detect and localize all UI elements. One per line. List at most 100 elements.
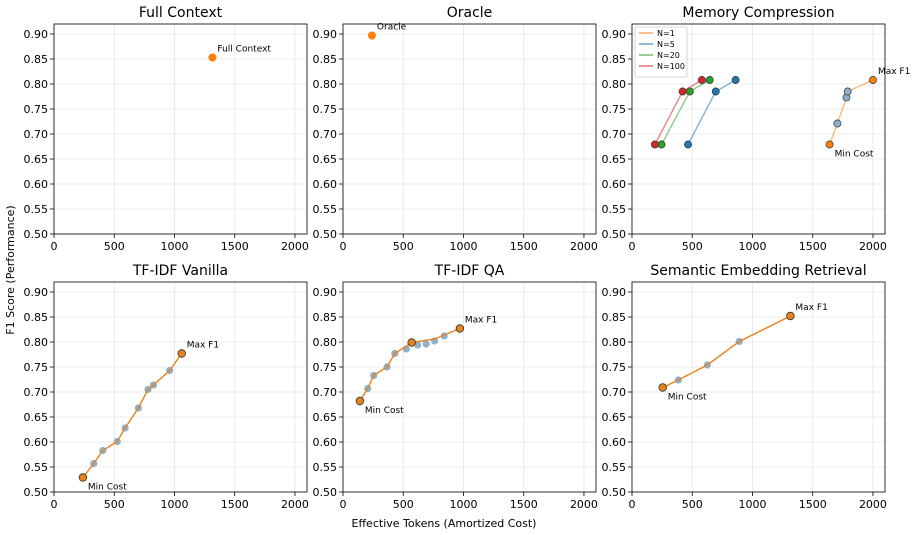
y-tick-label: 0.60 (313, 436, 338, 449)
y-tick-label: 0.70 (313, 128, 338, 141)
panel-title: Memory Compression (682, 5, 834, 21)
y-tick-label: 0.70 (24, 386, 49, 399)
y-tick-label: 0.85 (24, 53, 49, 66)
y-tick-label: 0.75 (313, 361, 338, 374)
axes-frame (342, 281, 597, 493)
annotation-label: Oracle (377, 23, 407, 33)
y-tick-label: 0.80 (313, 78, 338, 91)
frontier-point (78, 473, 88, 482)
x-tick-label: 0 (340, 498, 347, 511)
y-tick-label: 0.80 (24, 78, 49, 91)
x-tick-label: 1000 (738, 498, 766, 511)
frontier-point (658, 383, 667, 392)
y-tick-label: 0.50 (313, 228, 338, 241)
series-point (825, 140, 834, 149)
x-tick-label: 1000 (160, 498, 188, 511)
annotation-label: Min Cost (88, 483, 127, 493)
legend-label: N=5 (657, 40, 675, 49)
x-tick-label: 0 (51, 498, 58, 511)
axes-frame (631, 23, 886, 235)
panel-title: Full Context (139, 5, 223, 21)
data-point (208, 53, 217, 62)
y-tick-label: 0.75 (313, 103, 338, 116)
figure-xlabel: Effective Tokens (Amortized Cost) (352, 517, 537, 530)
y-tick-label: 0.75 (602, 361, 627, 374)
legend-label: N=20 (657, 51, 680, 60)
y-tick-label: 0.75 (602, 103, 627, 116)
frontier-point (786, 311, 795, 321)
y-tick-label: 0.55 (602, 461, 627, 474)
legend-box (634, 26, 688, 78)
y-tick-label: 0.70 (602, 386, 627, 399)
annotation-label: Min Cost (835, 150, 874, 160)
panel-6: Semantic Embedding Retrieval 0.50 0.55 0.60… (602, 263, 887, 511)
x-tick-label: 2000 (859, 240, 887, 253)
y-tick-label: 0.80 (313, 336, 338, 349)
y-tick-label: 0.80 (602, 336, 627, 349)
y-tick-label: 0.90 (602, 28, 627, 41)
y-tick-label: 0.55 (313, 461, 338, 474)
panel-3: Memory Compression 0.50 0.55 0.60 0.65 0.70 0.… (602, 5, 911, 253)
y-tick-label: 0.65 (313, 411, 338, 424)
panel-1: Full Context 0.50 0.55 0.60 0.65 0.70 0.75 0.80… (24, 5, 309, 253)
panel-title: TF-IDF Vanilla (132, 263, 228, 279)
panel-title: TF-IDF QA (434, 263, 505, 279)
x-tick-label: 1500 (221, 498, 249, 511)
y-tick-label: 0.85 (313, 311, 338, 324)
annotation-label: Max F1 (187, 341, 219, 351)
x-tick-label: 500 (682, 498, 703, 511)
legend-label: N=1 (657, 29, 675, 38)
annotation-label: Min Cost (365, 406, 404, 416)
frontier-line (82, 353, 183, 478)
y-tick-label: 0.65 (602, 153, 627, 166)
y-tick-label: 0.55 (602, 203, 627, 216)
y-tick-label: 0.50 (602, 486, 627, 499)
y-tick-label: 0.85 (313, 53, 338, 66)
x-tick-label: 500 (393, 498, 414, 511)
axes-frame (342, 23, 597, 235)
series-point (705, 76, 714, 84)
series-point (650, 140, 659, 149)
panel-4: TF-IDF Vanilla 0.50 0.55 0.60 0.65 0.70 0.75 0.… (24, 263, 309, 511)
x-tick-label: 500 (393, 240, 414, 253)
y-tick-label: 0.60 (313, 178, 338, 191)
y-tick-label: 0.70 (602, 128, 627, 141)
annotation-label: Max F1 (878, 67, 910, 77)
y-tick-label: 0.65 (24, 153, 49, 166)
cloud-point (422, 340, 430, 348)
x-tick-label: 2000 (570, 498, 598, 511)
y-tick-label: 0.55 (313, 203, 338, 216)
y-tick-label: 0.85 (602, 311, 627, 324)
panel-title: Oracle (447, 5, 493, 21)
axes-frame (631, 281, 886, 493)
y-tick-label: 0.70 (313, 386, 338, 399)
y-tick-label: 0.90 (24, 286, 49, 299)
x-tick-label: 0 (629, 498, 636, 511)
y-tick-label: 0.75 (24, 361, 49, 374)
series-point (869, 76, 877, 84)
axes-frame (53, 281, 308, 493)
cloud-point (414, 341, 422, 349)
y-tick-label: 0.85 (24, 311, 49, 324)
data-point (367, 31, 376, 40)
y-tick-label: 0.80 (24, 336, 49, 349)
y-tick-label: 0.55 (24, 461, 49, 474)
x-tick-label: 2000 (281, 498, 309, 511)
x-tick-label: 1000 (449, 498, 477, 511)
series-point (731, 76, 740, 84)
y-tick-label: 0.80 (602, 78, 627, 91)
series-point (833, 119, 842, 128)
frontier-point (355, 396, 365, 406)
annotation-label: Max F1 (465, 316, 497, 326)
panel-2: Oracle 0.50 0.55 0.60 0.65 0.70 0.75 0.80 0.85 0.… (313, 5, 598, 253)
frontier-point (455, 324, 465, 333)
x-tick-label: 500 (104, 240, 125, 253)
y-tick-label: 0.90 (313, 28, 338, 41)
annotation-label: Max F1 (795, 303, 827, 313)
annotation-label: Min Cost (668, 393, 707, 403)
y-tick-label: 0.85 (602, 53, 627, 66)
y-tick-label: 0.70 (24, 128, 49, 141)
y-tick-label: 0.90 (602, 286, 627, 299)
y-tick-label: 0.60 (602, 178, 627, 191)
